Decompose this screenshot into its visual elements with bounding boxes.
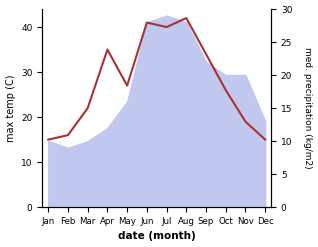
Y-axis label: max temp (C): max temp (C) [5,74,16,142]
X-axis label: date (month): date (month) [118,231,196,242]
Y-axis label: med. precipitation (kg/m2): med. precipitation (kg/m2) [303,47,313,169]
